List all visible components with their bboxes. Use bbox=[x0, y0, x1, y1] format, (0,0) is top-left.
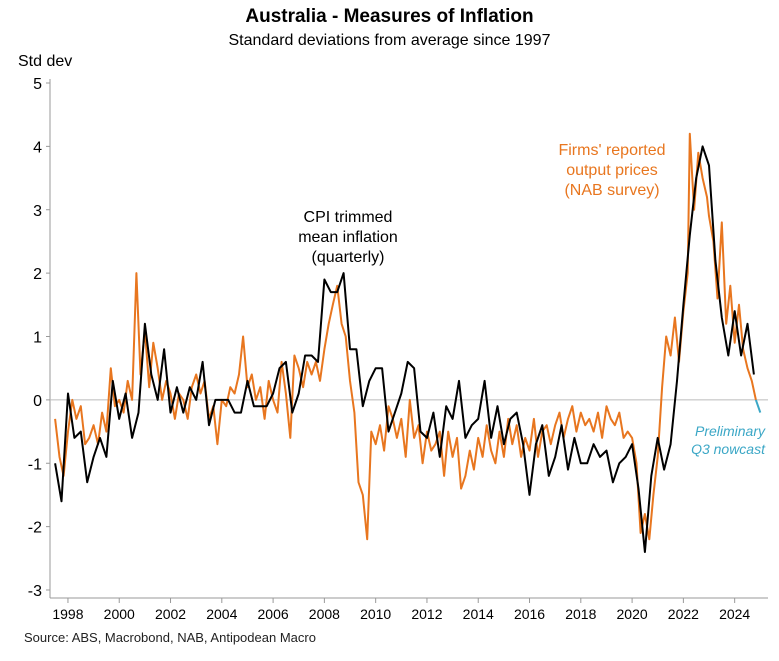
x-tick-label: 2014 bbox=[463, 606, 494, 622]
cpi-annotation-line: CPI trimmed bbox=[304, 209, 393, 226]
source-note: Source: ABS, Macrobond, NAB, Antipodean … bbox=[24, 630, 316, 645]
y-tick-label: 2 bbox=[33, 266, 42, 283]
x-tick-label: 2012 bbox=[411, 606, 442, 622]
cpi-trimmed-mean-line bbox=[54, 145, 755, 553]
y-tick-label: 4 bbox=[33, 139, 42, 156]
y-tick-label: -2 bbox=[28, 520, 42, 537]
cpi-annotation-line: mean inflation bbox=[298, 229, 398, 246]
nowcast-annotation-line: Preliminary bbox=[695, 423, 766, 439]
x-tick-label: 2022 bbox=[668, 606, 699, 622]
series-annotations: CPI trimmed mean inflation (quarterly) Firm… bbox=[298, 142, 766, 457]
nab-annotation-line: Firms' reported bbox=[558, 142, 665, 159]
x-tick-label: 2020 bbox=[617, 606, 648, 622]
y-tick-label: -1 bbox=[28, 456, 42, 473]
x-tick-label: 2018 bbox=[565, 606, 596, 622]
x-tick-label: 2010 bbox=[360, 606, 391, 622]
x-tick-label: 2006 bbox=[258, 606, 289, 622]
nowcast-annotation-line: Q3 nowcast bbox=[691, 441, 766, 457]
axes: -3 -2 -1 0 1 2 3 4 5 1998 2000 2002 2004 2006 2008 2010… bbox=[28, 76, 768, 622]
y-tick-label: 1 bbox=[33, 330, 42, 347]
nowcast-line bbox=[754, 399, 762, 413]
y-axis-label: Std dev bbox=[18, 53, 73, 70]
cpi-annotation-line: (quarterly) bbox=[312, 249, 385, 266]
nab-annotation-line: output prices bbox=[566, 162, 658, 179]
x-tick-label: 2008 bbox=[309, 606, 340, 622]
x-tick-label: 2004 bbox=[206, 606, 237, 622]
y-tick-label: 3 bbox=[33, 203, 42, 220]
nab-annotation-line: (NAB survey) bbox=[564, 182, 659, 199]
x-tick-label: 2024 bbox=[719, 606, 750, 622]
x-tick-label: 2000 bbox=[104, 606, 135, 622]
series-lines bbox=[54, 132, 762, 553]
chart-subtitle: Standard deviations from average since 1… bbox=[228, 32, 551, 49]
chart-title: Australia - Measures of Inflation bbox=[245, 6, 534, 27]
y-tick-label: 0 bbox=[33, 393, 42, 410]
x-tick-label: 2002 bbox=[155, 606, 186, 622]
y-tick-label: -3 bbox=[28, 583, 42, 600]
x-tick-label: 1998 bbox=[52, 606, 83, 622]
x-tick-label: 2016 bbox=[514, 606, 545, 622]
y-tick-label: 5 bbox=[33, 76, 42, 93]
